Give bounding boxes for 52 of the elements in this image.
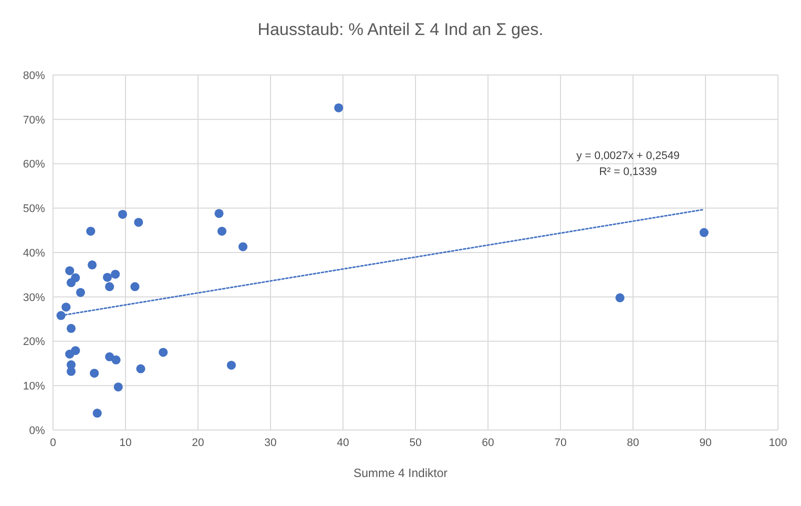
y-tick-label: 50% [22, 203, 46, 216]
x-axis-title: Summe 4 Indiktor [352, 466, 449, 480]
x-tick-label: 30 [264, 436, 277, 449]
point [700, 228, 709, 238]
point [62, 302, 71, 312]
y-tick-label: 30% [22, 292, 46, 304]
y-tick-label: 0% [29, 424, 46, 437]
point [56, 311, 66, 320]
annotation: y = 0,0027x + 0,2549 [575, 149, 681, 164]
y-tick-label: 60% [22, 158, 46, 171]
point [110, 270, 120, 279]
point [102, 272, 112, 282]
point [65, 266, 74, 276]
point [105, 282, 114, 292]
point [90, 368, 99, 378]
point [238, 242, 248, 252]
x-tick-label: 20 [192, 436, 204, 449]
y-tick-label: 80% [22, 70, 46, 82]
x-tick-label: 40 [336, 436, 350, 449]
point [92, 408, 102, 418]
point [214, 208, 224, 218]
point [66, 324, 76, 333]
point [66, 278, 76, 288]
point [112, 355, 121, 364]
point [118, 210, 128, 219]
point [130, 282, 140, 292]
y-tick-label: 70% [22, 114, 46, 126]
x-tick-label: 60 [482, 436, 494, 449]
point [615, 293, 624, 302]
x-tick-label: 0 [50, 436, 56, 449]
point [114, 382, 123, 392]
y-tick-label: 40% [22, 247, 46, 260]
point [65, 350, 74, 359]
point [217, 226, 226, 236]
x-tick-label: 80 [626, 436, 640, 449]
x-tick-label: 90 [699, 436, 712, 449]
point [134, 218, 144, 227]
point [88, 260, 97, 270]
point [86, 226, 96, 236]
point [158, 348, 168, 357]
chart-title: Hausstaub: % Anteil Σ 4 Ind an Σ ges. [256, 20, 544, 40]
annotation: R² = 0,1339 [598, 165, 658, 180]
x-tick-label: 100 [768, 436, 788, 449]
x-tick-label: 10 [119, 436, 132, 449]
point [76, 288, 86, 297]
point [334, 103, 344, 112]
x-tick-label: 70 [554, 436, 567, 449]
y-tick-label: 10% [22, 380, 46, 393]
x-tick-label: 50 [409, 436, 422, 449]
point [226, 360, 236, 370]
y-tick-label: 20% [22, 336, 46, 348]
point [136, 364, 146, 374]
